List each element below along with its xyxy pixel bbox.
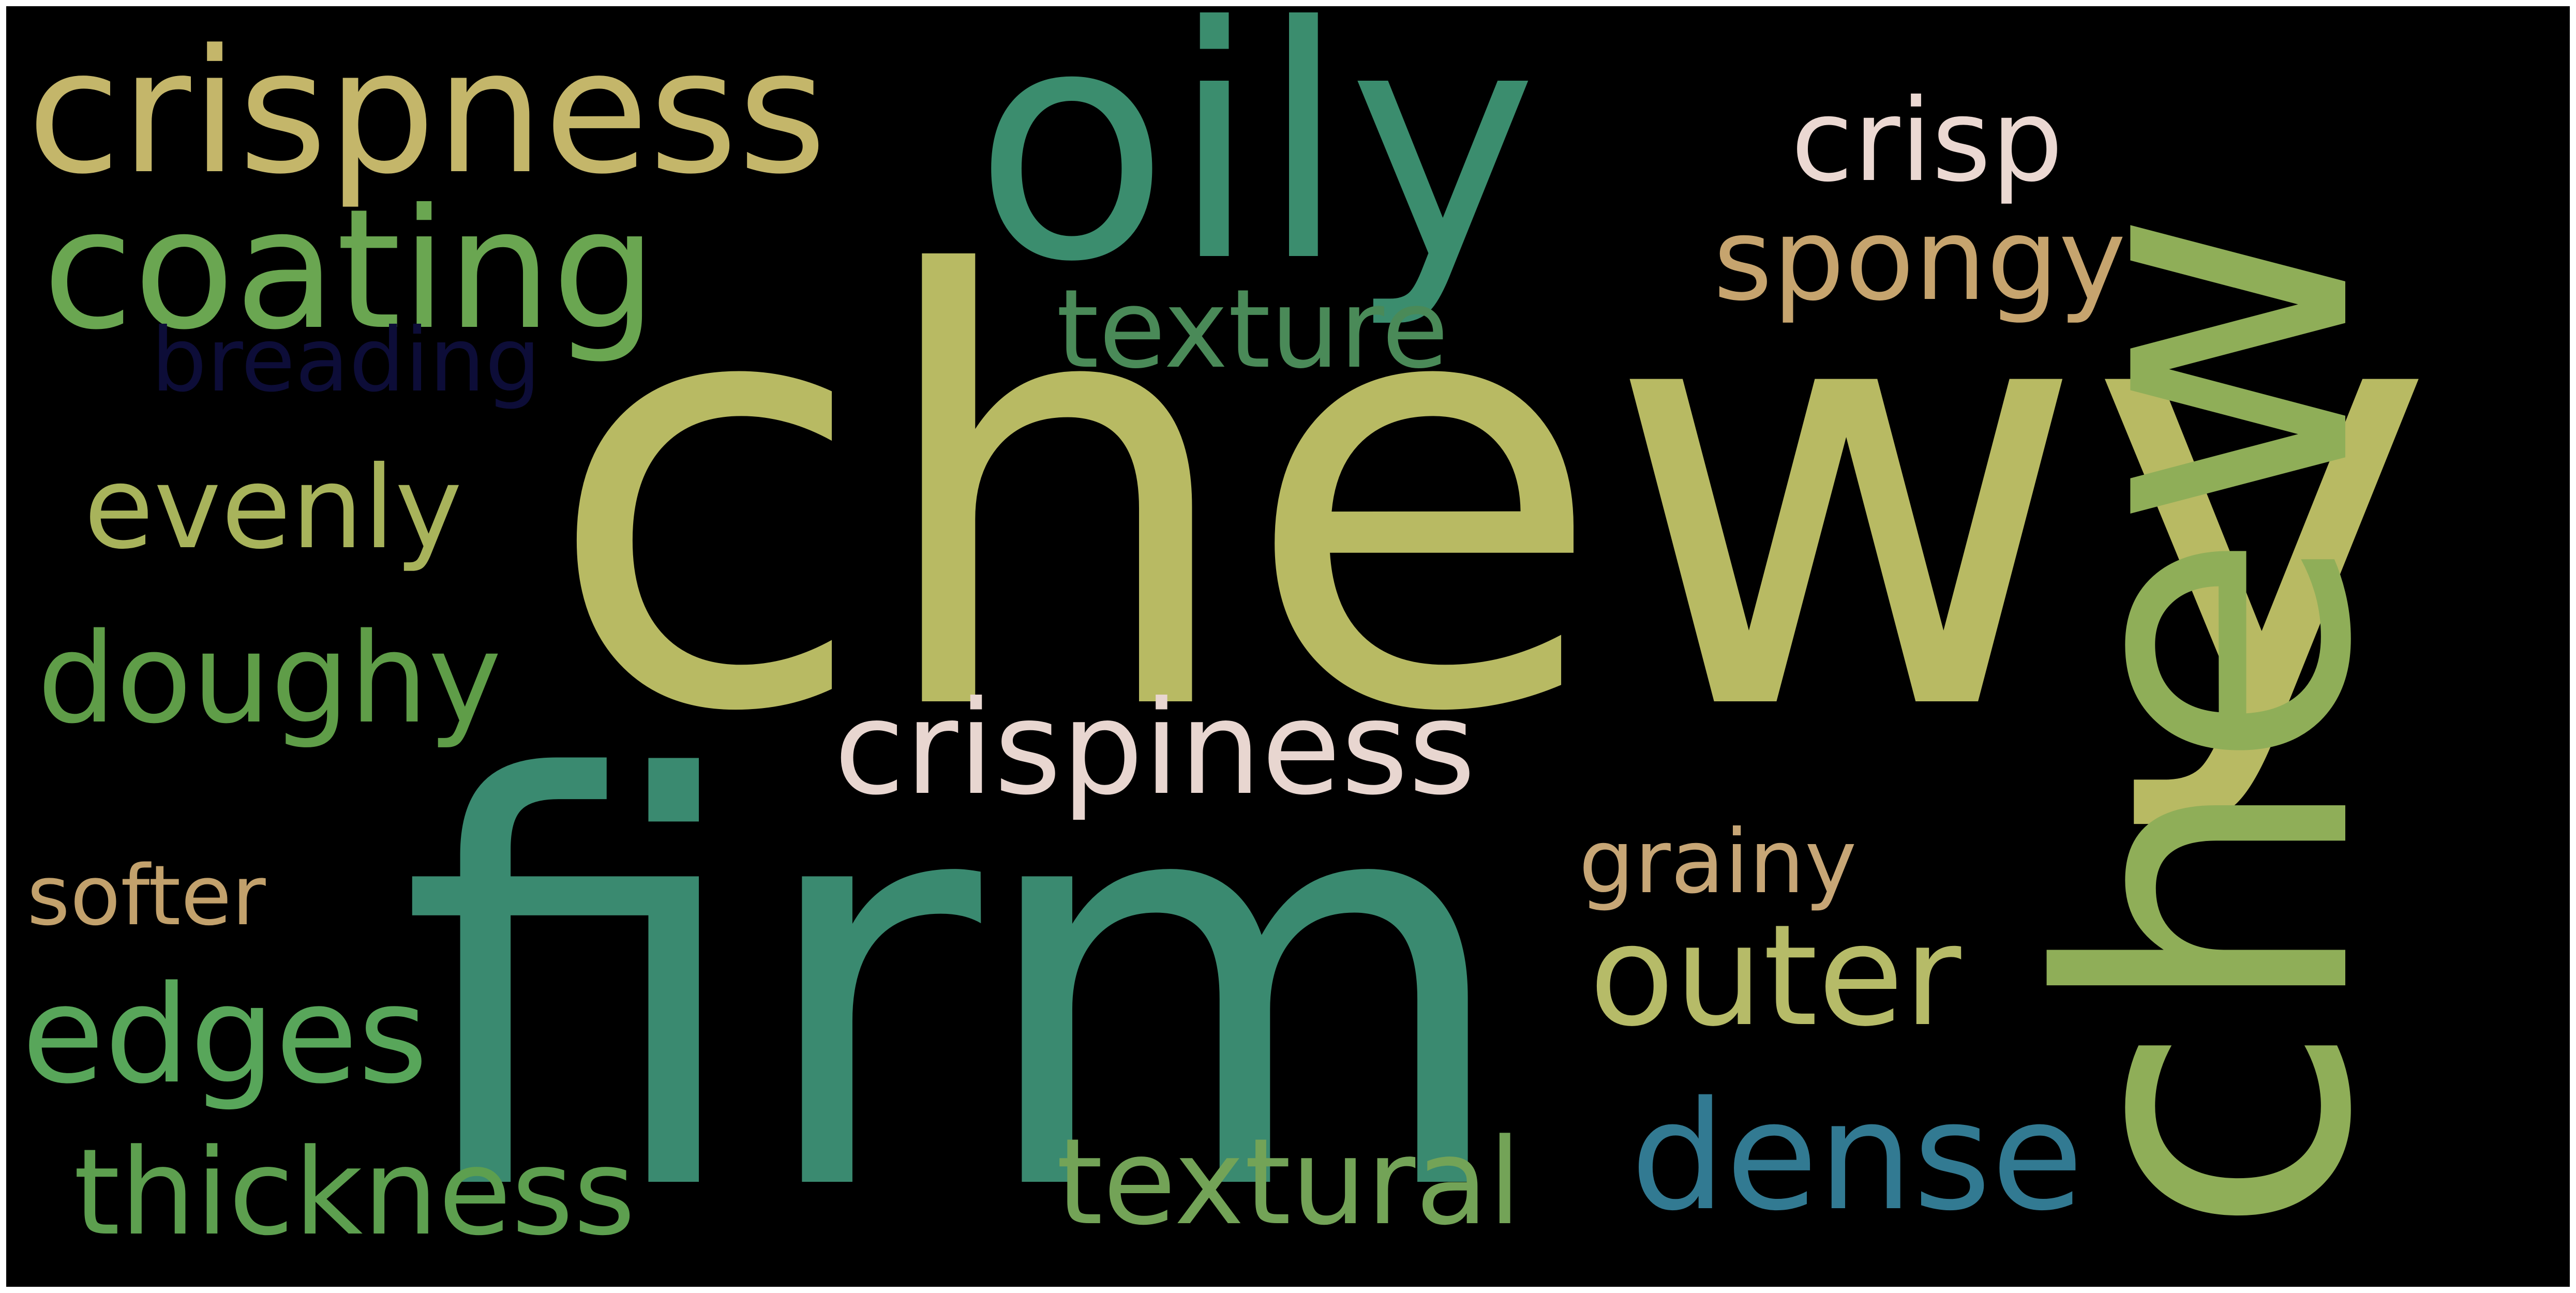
word-edges: edges <box>22 957 428 1114</box>
word-thickness: thickness <box>73 1124 636 1262</box>
word-doughy: doughy <box>37 606 502 751</box>
word-crispiness: crispiness <box>834 673 1476 823</box>
word-chewy: chewy <box>544 154 2436 840</box>
word-cloud: chewy firm oily chew crispness coating c… <box>6 6 2570 1287</box>
word-crispness: crispness <box>27 13 827 212</box>
word-outer: outer <box>1589 894 1961 1057</box>
word-evenly: evenly <box>84 442 462 574</box>
word-crisp: crisp <box>1791 74 2063 207</box>
word-textural: textural <box>1056 1114 1522 1252</box>
word-spongy: spongy <box>1713 193 2126 326</box>
word-coating: coating <box>42 174 657 366</box>
word-oily: oily <box>974 6 1538 332</box>
word-firm: firm <box>399 664 1516 1287</box>
word-grainy: grainy <box>1579 811 1857 913</box>
word-breading: breading <box>151 309 541 412</box>
word-softer: softer <box>27 847 266 944</box>
word-texture: texture <box>1056 266 1449 393</box>
word-dense: dense <box>1630 1070 2084 1244</box>
